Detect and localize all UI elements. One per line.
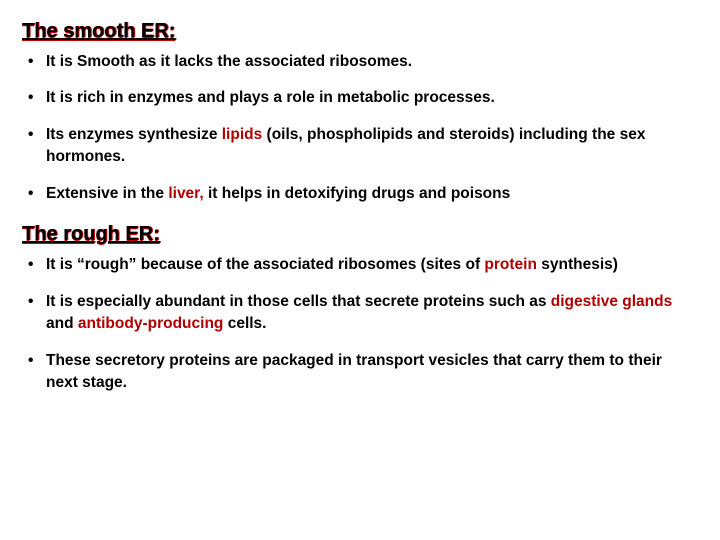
text: Extensive in the <box>46 185 168 202</box>
text: It is especially abundant in those cells… <box>46 293 551 310</box>
text: It is “rough” because of the associated … <box>46 256 484 273</box>
heading-rough-er: The rough ER: <box>22 223 698 246</box>
text: cells. <box>223 315 266 332</box>
list-rough-er: It is “rough” because of the associated … <box>22 254 698 394</box>
text: These secretory proteins are packaged in… <box>46 352 662 391</box>
keyword: digestive glands <box>551 293 672 310</box>
keyword: lipids <box>222 126 262 143</box>
list-item: These secretory proteins are packaged in… <box>22 350 698 395</box>
list-item: Its enzymes synthesize lipids (oils, pho… <box>22 124 698 169</box>
keyword: antibody-producing <box>78 315 224 332</box>
text: and <box>46 315 78 332</box>
list-item: Extensive in the liver, it helps in deto… <box>22 183 698 205</box>
list-item: It is Smooth as it lacks the associated … <box>22 51 698 73</box>
list-item: It is rich in enzymes and plays a role i… <box>22 87 698 109</box>
list-smooth-er: It is Smooth as it lacks the associated … <box>22 51 698 205</box>
list-item: It is especially abundant in those cells… <box>22 291 698 336</box>
text: synthesis) <box>537 256 618 273</box>
heading-smooth-er: The smooth ER: <box>22 20 698 43</box>
text: Its enzymes synthesize <box>46 126 222 143</box>
text: it helps in detoxifying drugs and poison… <box>204 185 511 202</box>
list-item: It is “rough” because of the associated … <box>22 254 698 276</box>
text: It is rich in enzymes and plays a role i… <box>46 89 495 106</box>
keyword: protein <box>484 256 537 273</box>
text: It is Smooth as it lacks the associated … <box>46 53 412 70</box>
keyword: liver, <box>168 185 203 202</box>
